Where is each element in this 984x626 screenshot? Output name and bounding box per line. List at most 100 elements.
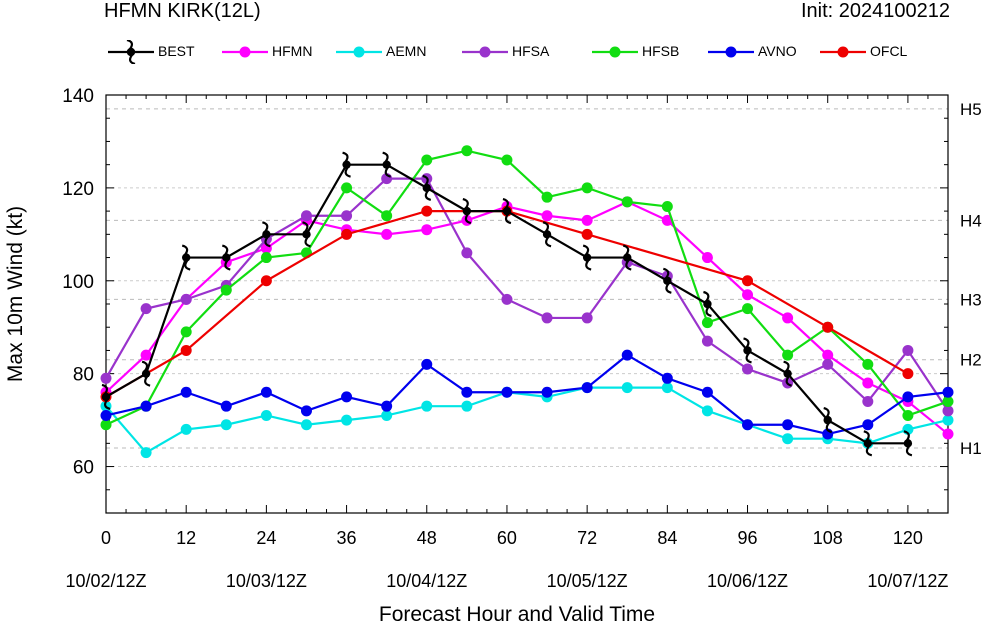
data-point-avno (862, 419, 874, 431)
data-point-best (823, 407, 833, 434)
data-point-aemn (461, 400, 473, 412)
data-point-best (382, 151, 391, 178)
data-point-hfsa (581, 312, 593, 324)
data-point-avno (220, 400, 232, 412)
x-axis-label: Forecast Hour and Valid Time (379, 603, 655, 626)
hurricane-icon (126, 40, 136, 64)
data-point-best (221, 244, 231, 271)
data-point-avno (300, 405, 312, 417)
data-point-hfmn (862, 377, 874, 389)
data-point-hfmn (421, 224, 433, 236)
data-point-best (181, 244, 191, 271)
category-label: H2 (960, 351, 982, 370)
data-point-ofcl (742, 275, 754, 287)
legend-swatch (222, 46, 268, 58)
data-point-hfsb (782, 349, 794, 361)
data-point-hfsb (942, 396, 954, 408)
data-point-ofcl (341, 228, 353, 240)
x-tick-label: 108 (813, 528, 843, 548)
legend-label: BEST (158, 43, 195, 59)
legend-swatch (108, 40, 154, 64)
data-point-hfsa (541, 312, 553, 324)
data-point-aemn (220, 419, 232, 431)
data-point-aemn (381, 409, 393, 421)
legend-swatch (708, 46, 754, 58)
series-line-hfsa (105, 177, 949, 412)
data-point-hfmn (742, 289, 754, 301)
data-point-best (462, 198, 472, 225)
data-point-aemn (661, 382, 673, 394)
x-tick-label: 120 (893, 528, 923, 548)
legend-swatch (336, 46, 382, 58)
data-point-hfsb (661, 200, 673, 212)
legend-label: HFSA (512, 43, 550, 59)
data-point-hfsa (862, 396, 874, 408)
data-point-hfsa (341, 210, 353, 222)
data-point-best (622, 244, 632, 271)
data-point-ofcl (581, 228, 593, 240)
legend-swatch (592, 46, 638, 58)
category-label: H3 (960, 290, 982, 309)
data-point-hfsb (421, 154, 433, 166)
y-tick-label: 60 (73, 458, 94, 479)
data-point-hfsa (100, 372, 112, 384)
data-point-ofcl (180, 344, 192, 356)
legend-label: OFCL (870, 43, 908, 59)
data-point-best (743, 337, 752, 364)
data-point-hfmn (942, 428, 954, 440)
x-tick-label: 48 (417, 528, 437, 548)
data-point-hfsa (942, 405, 954, 417)
x-date-label: 10/05/12Z (547, 571, 628, 591)
data-point-avno (260, 386, 272, 398)
legend-label: HFSB (642, 43, 680, 59)
data-point-hfsb (461, 145, 473, 157)
plot-frame (105, 94, 949, 514)
data-point-avno (180, 386, 192, 398)
data-point-hfsa (701, 335, 713, 347)
x-tick-label: 96 (738, 528, 758, 548)
data-point-hfsb (100, 419, 112, 431)
data-point-hfmn (541, 210, 553, 222)
x-tick-label: 72 (577, 528, 597, 548)
data-point-hfsa (822, 358, 834, 370)
x-date-label: 10/07/12Z (867, 571, 948, 591)
data-point-best (663, 267, 672, 294)
series-line-avno (105, 353, 949, 436)
data-point-best (262, 221, 271, 248)
data-point-best (502, 198, 512, 225)
data-point-hfmn (581, 214, 593, 226)
data-point-aemn (300, 419, 312, 431)
data-point-best (542, 221, 552, 248)
legend-swatch (462, 46, 508, 58)
data-point-ofcl (421, 205, 433, 217)
data-point-avno (701, 386, 713, 398)
data-point-hfsa (140, 303, 152, 315)
data-point-aemn (140, 447, 152, 459)
x-date-label: 10/02/12Z (65, 571, 146, 591)
data-point-aemn (260, 409, 272, 421)
data-point-hfsb (862, 358, 874, 370)
data-point-hfmn (782, 312, 794, 324)
data-point-hfsb (341, 182, 353, 194)
data-point-hfsb (220, 284, 232, 296)
data-point-hfsb (180, 326, 192, 338)
legend-label: AVNO (758, 43, 797, 59)
data-point-aemn (621, 382, 633, 394)
data-point-aemn (421, 400, 433, 412)
data-point-hfsb (381, 210, 393, 222)
data-point-hfsb (742, 303, 754, 315)
data-point-avno (421, 358, 433, 370)
series-line-aemn (105, 386, 949, 455)
data-point-best (342, 151, 351, 178)
data-point-avno (100, 409, 112, 421)
x-date-label: 10/06/12Z (707, 571, 788, 591)
data-point-aemn (942, 414, 954, 426)
data-point-best (101, 383, 111, 410)
data-point-hfsa (501, 293, 513, 305)
legend-label: AEMN (386, 43, 427, 59)
x-tick-label: 12 (176, 528, 196, 548)
y-tick-label: 80 (73, 365, 94, 386)
data-point-hfsa (742, 363, 754, 375)
data-point-hfmn (381, 228, 393, 240)
